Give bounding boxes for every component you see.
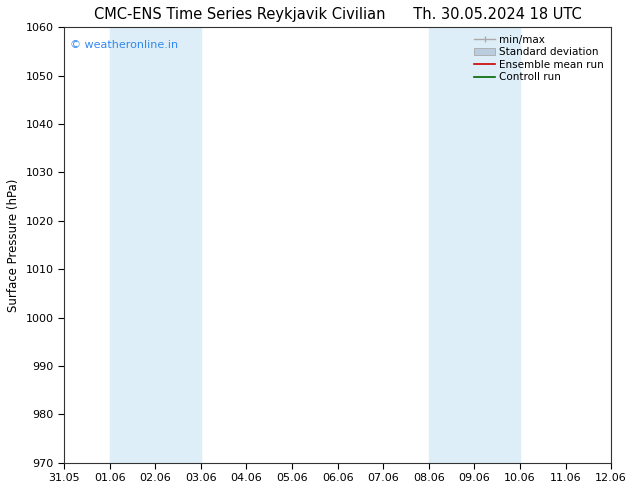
Title: CMC-ENS Time Series Reykjavik Civilian      Th. 30.05.2024 18 UTC: CMC-ENS Time Series Reykjavik Civilian T… [94, 7, 581, 22]
Legend: min/max, Standard deviation, Ensemble mean run, Controll run: min/max, Standard deviation, Ensemble me… [472, 32, 606, 84]
Bar [611, 27, 634, 463]
Y-axis label: Surface Pressure (hPa): Surface Pressure (hPa) [7, 178, 20, 312]
Bar [429, 27, 520, 463]
Bar [110, 27, 201, 463]
Text: © weatheronline.in: © weatheronline.in [70, 40, 178, 50]
